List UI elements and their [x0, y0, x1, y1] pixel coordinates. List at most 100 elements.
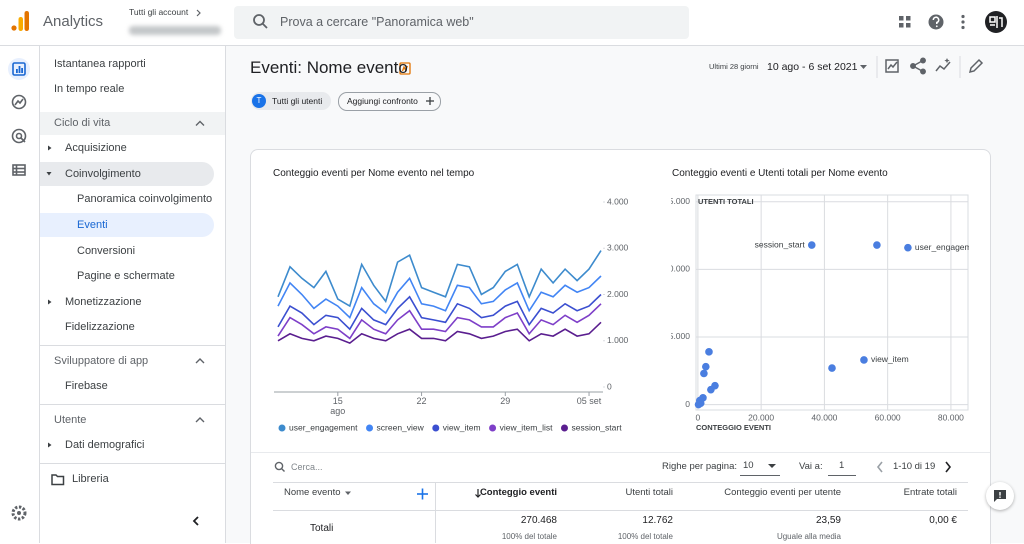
edit-icon[interactable]	[968, 58, 984, 74]
help-icon[interactable]	[928, 14, 944, 30]
column-header[interactable]: Conteggio eventi per utente	[724, 487, 841, 498]
nav-section[interactable]: Sviluppatore di app	[54, 355, 149, 367]
total-value: 270.468	[520, 515, 557, 526]
column-divider	[435, 483, 436, 543]
share-icon[interactable]	[910, 57, 926, 75]
add-dimension[interactable]	[417, 488, 428, 500]
expand-arrow[interactable]	[48, 442, 52, 448]
explore-icon[interactable]	[11, 94, 27, 110]
scatter-point	[700, 369, 708, 378]
nav-item[interactable]: Dati demografici	[65, 439, 145, 451]
table-search[interactable]: Cerca...	[291, 462, 323, 472]
section-chevron[interactable]	[195, 417, 205, 423]
point-label: session_start	[755, 239, 806, 249]
collapse-chevron[interactable]	[192, 516, 199, 526]
nav-item[interactable]: Firebase	[65, 380, 108, 392]
segment-name[interactable]: Tutti gli utenti	[272, 96, 323, 106]
series-line	[277, 293, 602, 331]
rows-per-page-label: Righe per pagina:	[662, 461, 737, 472]
configure-icon[interactable]	[12, 164, 26, 176]
y-tick-label: 4.000	[607, 196, 629, 206]
feedback-icon[interactable]	[994, 490, 1006, 502]
column-dropdown-arrow[interactable]	[345, 491, 351, 496]
section-chevron[interactable]	[195, 120, 205, 126]
legend-label: view_item_list	[500, 422, 554, 432]
column-header[interactable]: Nome evento	[284, 487, 341, 498]
section-chevron[interactable]	[195, 358, 205, 364]
add-icon[interactable]	[426, 97, 434, 105]
nav-item-selected[interactable]: Eventi	[77, 219, 108, 231]
point-label: user_engagement	[915, 242, 984, 252]
x-tick-label: 40.000	[811, 412, 837, 422]
account-label[interactable]: Tutti gli account	[129, 7, 189, 17]
x-tick-label: 05 set	[576, 396, 602, 406]
column-header[interactable]: Entrate totali	[903, 487, 957, 498]
segment-chip[interactable]	[251, 92, 331, 110]
sort-arrow[interactable]	[475, 489, 481, 498]
avatar[interactable]	[985, 11, 1007, 33]
nav-item[interactable]: Conversioni	[77, 245, 136, 257]
series-line	[277, 250, 602, 308]
nav-section[interactable]: Utente	[54, 414, 87, 426]
comparison-chip[interactable]	[338, 92, 441, 111]
total-value: 12.762	[642, 515, 673, 526]
account-name-blurred	[129, 26, 221, 35]
column-header[interactable]: Conteggio eventi	[479, 487, 557, 498]
y-tick-label: 2.000	[607, 289, 629, 299]
insights-icon[interactable]	[935, 58, 951, 72]
nav-section[interactable]: Ciclo di vita	[54, 117, 111, 129]
x-axis-title: CONTEGGIO EVENTI	[696, 423, 771, 432]
scatter-point	[702, 362, 710, 371]
more-icon[interactable]	[961, 14, 965, 30]
date-dropdown-arrow[interactable]	[860, 65, 867, 69]
expand-arrow[interactable]	[48, 145, 52, 151]
total-note: 100% del totale	[617, 532, 673, 541]
date-preset[interactable]: Ultimi 28 giorni	[709, 62, 759, 71]
title-badge[interactable]	[399, 62, 411, 75]
nav-item[interactable]: Acquisizione	[65, 142, 127, 154]
goto-page[interactable]: 1	[839, 460, 845, 471]
advertising-icon[interactable]	[11, 128, 27, 144]
apps-icon[interactable]	[899, 16, 911, 28]
rows-dropdown-arrow[interactable]	[768, 464, 776, 468]
account-chevron[interactable]	[196, 9, 201, 17]
rows-per-page[interactable]: 10	[743, 460, 754, 471]
date-range[interactable]: 10 ago - 6 set 2021	[767, 61, 858, 73]
expand-arrow[interactable]	[48, 299, 52, 305]
search-box[interactable]	[234, 6, 689, 39]
nav-item[interactable]: Libreria	[72, 473, 109, 485]
nav-highlight	[40, 162, 214, 186]
previous-page[interactable]	[876, 461, 883, 473]
expand-arrow[interactable]	[46, 172, 52, 176]
y-tick-label: 10.000	[664, 264, 690, 274]
rows-underline	[740, 475, 780, 476]
legend-label: view_item	[443, 422, 481, 432]
nav-item[interactable]: Monetizzazione	[65, 296, 142, 308]
reports-icon[interactable]	[12, 62, 26, 76]
settings-icon[interactable]	[11, 505, 27, 521]
scatter-point	[694, 400, 703, 409]
legend-swatch	[489, 424, 497, 432]
column-header[interactable]: Utenti totali	[625, 487, 673, 498]
nav-item[interactable]: Istantanea rapporti	[54, 58, 146, 70]
nav-item[interactable]: Coinvolgimento	[65, 168, 141, 180]
next-page[interactable]	[945, 461, 952, 473]
table-divider	[273, 482, 968, 483]
nav-item[interactable]: In tempo reale	[54, 83, 125, 95]
y-tick-label: 0	[607, 381, 612, 391]
series-line	[277, 275, 602, 320]
page-title: Eventi: Nome evento	[250, 58, 408, 77]
section-band	[40, 112, 225, 135]
legend-label: session_start	[571, 422, 622, 432]
x-tick-label: 29	[500, 396, 511, 406]
scatter-point	[873, 241, 881, 249]
customize-icon[interactable]	[885, 59, 899, 73]
add-comparison[interactable]: Aggiungi confronto	[347, 96, 418, 106]
nav-item[interactable]: Panoramica coinvolgimento	[77, 193, 213, 205]
search-placeholder[interactable]: Prova a cercare "Panoramica web"	[280, 15, 474, 29]
nav-item[interactable]: Fidelizzazione	[65, 321, 135, 333]
nav-item[interactable]: Pagine e schermate	[77, 270, 175, 282]
product-name[interactable]: Analytics	[43, 13, 104, 30]
